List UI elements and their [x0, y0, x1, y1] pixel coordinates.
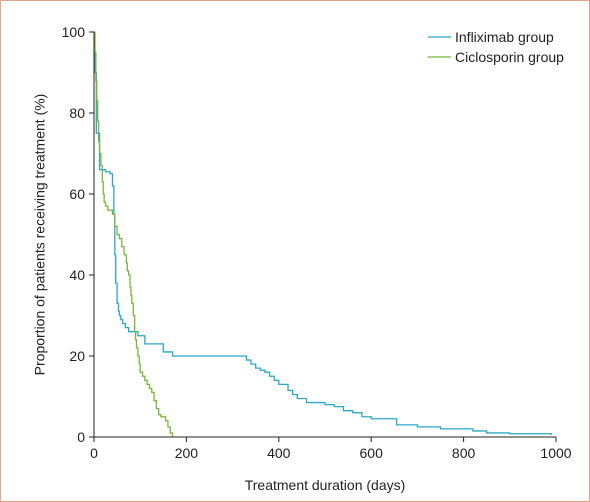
x-tick-label: 400	[267, 445, 291, 461]
x-tick-label: 800	[452, 445, 476, 461]
y-tick-label: 60	[69, 186, 85, 202]
x-tick-label: 1000	[540, 445, 571, 461]
series-line-infliximab	[94, 31, 553, 435]
y-tick-label: 40	[69, 267, 85, 283]
y-axis-title: Proportion of patients receiving treatme…	[32, 94, 48, 376]
ticks: 0 200 400 600 800 1000 0 20 40 60 80 100	[62, 24, 572, 461]
y-tick-label: 100	[62, 24, 86, 40]
legend: Infliximab group Ciclosporin group	[428, 29, 564, 65]
legend-label-infliximab: Infliximab group	[455, 29, 554, 45]
series-line-ciclosporin	[94, 31, 174, 437]
y-tick-label: 0	[77, 429, 85, 445]
x-tick-label: 200	[175, 445, 199, 461]
x-tick-label: 0	[90, 445, 98, 461]
y-tick-label: 80	[69, 105, 85, 121]
axes	[93, 32, 556, 438]
y-tick-label: 20	[69, 348, 85, 364]
series-layer	[94, 31, 553, 437]
x-axis-title: Treatment duration (days)	[245, 477, 406, 493]
legend-label-ciclosporin: Ciclosporin group	[455, 49, 564, 65]
x-tick-label: 600	[360, 445, 384, 461]
